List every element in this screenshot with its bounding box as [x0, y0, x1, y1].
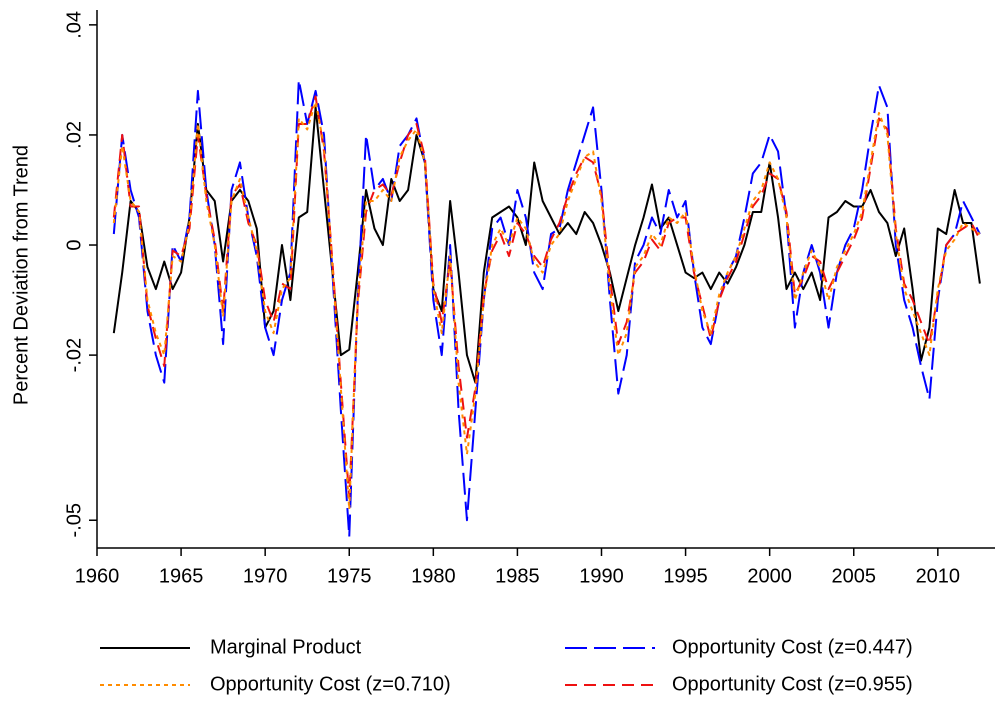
x-tick-label: 1960: [75, 565, 120, 587]
x-tick-label: 2005: [831, 565, 876, 587]
y-tick-label: 0: [63, 239, 85, 250]
y-tick-label: .04: [63, 11, 85, 39]
series-line: [112, 95, 981, 500]
x-tick-label: 1995: [663, 565, 708, 587]
legend-label: Opportunity Cost (z=0.955): [672, 673, 913, 695]
legend-label: Opportunity Cost (z=0.710): [210, 673, 451, 695]
legend-label: Marginal Product: [210, 636, 362, 658]
x-tick-label: 1965: [159, 565, 204, 587]
x-tick-label: 1980: [411, 565, 456, 587]
series-line: [112, 78, 981, 538]
x-tick-label: 1970: [243, 565, 288, 587]
x-tick-label: 2000: [747, 565, 792, 587]
x-tick-label: 1985: [495, 565, 540, 587]
series-line: [112, 100, 981, 511]
y-tick-label: .02: [63, 121, 85, 149]
series-line: [112, 106, 981, 384]
legend-label: Opportunity Cost (z=0.447): [672, 636, 913, 658]
x-tick-label: 1975: [327, 565, 372, 587]
x-tick-label: 1990: [579, 565, 624, 587]
y-tick-label: -.05: [63, 503, 85, 537]
y-tick-label: -.02: [63, 338, 85, 372]
y-axis-label: Percent Deviation from Trend: [10, 145, 32, 405]
x-tick-label: 2010: [916, 565, 961, 587]
